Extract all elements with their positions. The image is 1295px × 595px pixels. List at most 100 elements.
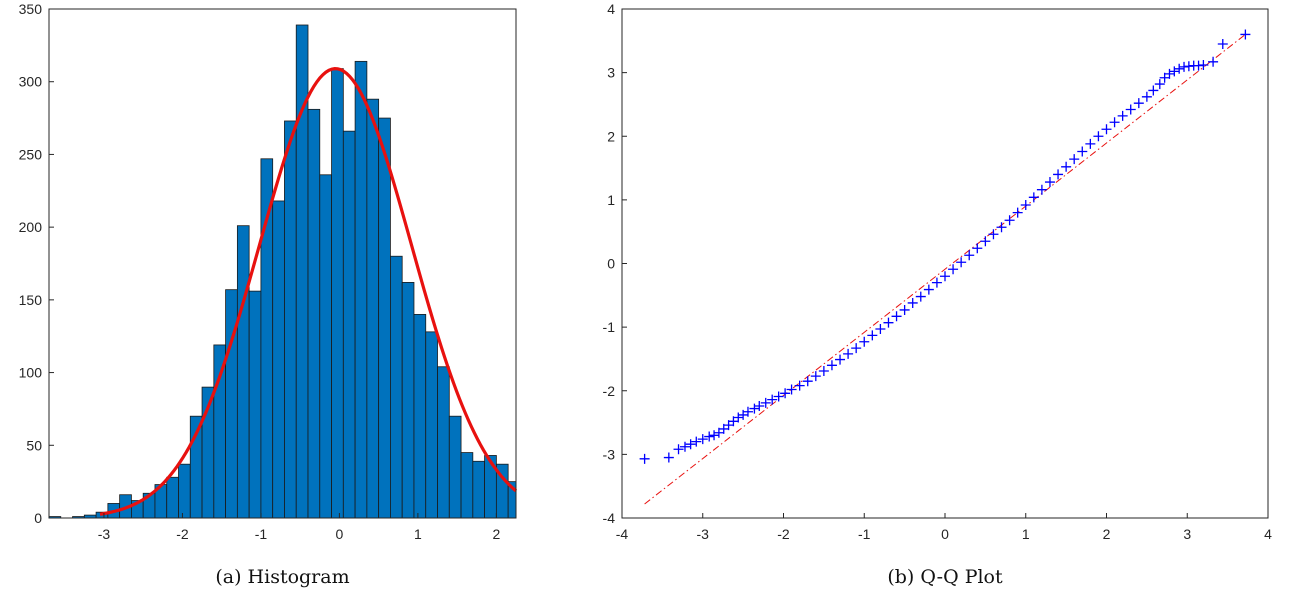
qq-point <box>948 264 959 275</box>
qq-point <box>767 394 778 405</box>
qq-point <box>1020 199 1031 210</box>
hist-ytick-label: 0 <box>34 510 42 526</box>
qq-point <box>1217 38 1228 49</box>
qq-point <box>1169 66 1180 77</box>
qq-ytick-label: 0 <box>607 256 615 272</box>
qq-point <box>1240 29 1251 40</box>
qq-ytick-label: 3 <box>607 65 615 81</box>
qq-point <box>1117 110 1128 121</box>
qq-ytick-label: -2 <box>603 383 616 399</box>
qq-point <box>780 388 791 399</box>
qq-point <box>760 397 771 408</box>
hist-xtick-label: 1 <box>414 526 422 542</box>
qq-point <box>843 348 854 359</box>
histogram-bar <box>460 452 474 519</box>
qq-point <box>931 277 942 288</box>
normal-fit-curve <box>99 67 518 516</box>
qq-point <box>685 439 696 450</box>
qq-reference-line <box>644 34 1246 505</box>
qq-point <box>1085 138 1096 149</box>
qq-point <box>835 354 846 365</box>
qq-point <box>749 403 760 414</box>
qq-point <box>1208 56 1219 67</box>
hist-ytick-label: 100 <box>19 365 43 381</box>
histogram-bar <box>319 174 332 519</box>
qq-point <box>802 376 813 387</box>
hist-ytick-label: 50 <box>26 437 42 453</box>
qq-point <box>956 257 967 268</box>
qq-point <box>851 343 862 354</box>
qq-ytick-label: 2 <box>607 128 615 144</box>
qq-point <box>980 236 991 247</box>
qq-point <box>867 330 878 341</box>
histogram-bars <box>48 24 517 519</box>
histogram-bar <box>248 290 262 519</box>
qq-point <box>742 406 753 417</box>
qq-point <box>964 250 975 261</box>
qq-point <box>1077 146 1088 157</box>
histogram-bar <box>260 158 274 519</box>
qq-ytick-label: -1 <box>603 319 616 335</box>
qq-xtick-label: -3 <box>697 526 710 542</box>
qq-point <box>709 430 720 441</box>
qq-xtick-label: -2 <box>777 526 790 542</box>
histogram-bar <box>213 344 226 519</box>
qq-point <box>915 291 926 302</box>
hist-ytick-label: 300 <box>19 74 43 90</box>
histogram-ticks: -3 -2 -1 0 1 2 0 50 100 150 200 250 300 350 <box>19 1 501 542</box>
qq-point <box>639 453 650 464</box>
histogram-bar <box>437 366 450 519</box>
qq-point <box>704 431 715 442</box>
qq-axes-frame <box>621 8 1269 519</box>
histogram-panel: -3 -2 -1 0 1 2 0 50 100 150 200 250 300 350 (a) Histo… <box>19 1 518 588</box>
histogram-bar <box>378 117 391 519</box>
histogram-bar <box>342 130 356 519</box>
qq-point <box>923 284 934 295</box>
hist-ytick-label: 350 <box>19 1 43 17</box>
qq-point <box>1061 161 1072 172</box>
qq-point <box>754 401 765 412</box>
qq-point <box>794 380 805 391</box>
qq-point <box>1069 154 1080 165</box>
hist-xtick-label: -1 <box>255 526 268 542</box>
qq-point <box>810 371 821 382</box>
histogram-bar <box>472 460 486 519</box>
qq-point <box>1198 59 1209 70</box>
qq-xtick-label: -1 <box>858 526 871 542</box>
qq-point <box>679 441 690 452</box>
histogram-axes-frame <box>48 8 517 519</box>
histogram-caption: (a) Histogram <box>215 566 349 588</box>
qq-point <box>891 311 902 322</box>
qq-point <box>1093 131 1104 142</box>
qq-xtick-label: 3 <box>1183 526 1191 542</box>
histogram-bar <box>390 255 403 519</box>
qq-point <box>733 412 744 423</box>
histogram-bar <box>401 282 415 519</box>
qq-point <box>773 391 784 402</box>
qq-point <box>1004 215 1015 226</box>
hist-xtick-label: 2 <box>492 526 500 542</box>
hist-ytick-label: 200 <box>19 219 43 235</box>
qq-points <box>639 29 1251 464</box>
qq-point <box>1125 104 1136 115</box>
qq-xtick-label: 2 <box>1103 526 1111 542</box>
qq-ticks: -4 -3 -2 -1 0 1 2 3 4 -4 -3 -2 -1 0 1 2 3 4 <box>603 1 1273 542</box>
qq-xtick-label: 0 <box>941 526 949 542</box>
qq-ytick-label: 4 <box>607 1 615 17</box>
histogram-bar <box>272 200 285 519</box>
histogram-bar <box>284 120 297 519</box>
qq-point <box>1012 207 1023 218</box>
qq-point <box>972 243 983 254</box>
qq-ytick-label: -3 <box>603 446 616 462</box>
qq-point <box>818 366 829 377</box>
hist-xtick-label: -3 <box>98 526 111 542</box>
qq-point <box>691 436 702 447</box>
histogram-bar <box>307 108 321 519</box>
qq-point <box>697 434 708 445</box>
hist-ytick-label: 150 <box>19 292 43 308</box>
histogram-bar <box>178 463 191 519</box>
qq-ytick-label: 1 <box>607 192 615 208</box>
qq-point <box>1044 177 1055 188</box>
qq-point <box>996 222 1007 233</box>
